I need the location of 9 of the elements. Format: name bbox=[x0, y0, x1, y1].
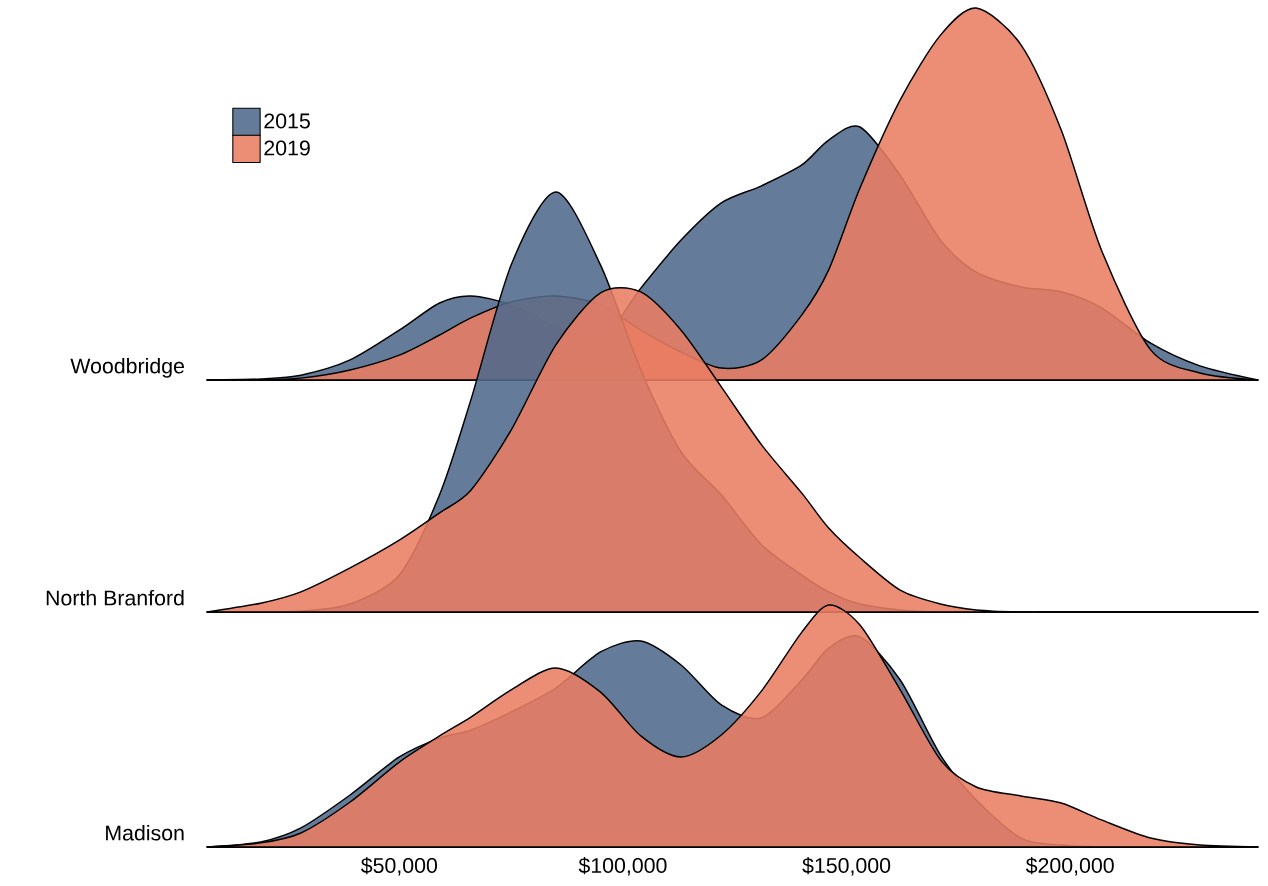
legend-label: 2015 bbox=[264, 113, 310, 129]
x-tick-label: $150,000 bbox=[802, 857, 891, 876]
text: North Branford bbox=[46, 589, 184, 606]
x-tick-label: $50,000 bbox=[360, 857, 438, 876]
text: Madison bbox=[106, 824, 184, 841]
legend-label: 2019 bbox=[264, 140, 310, 156]
x-tick-label: $200,000 bbox=[1025, 857, 1114, 876]
text: Woodbridge bbox=[70, 357, 184, 378]
x-tick-label: $100,000 bbox=[578, 857, 667, 876]
